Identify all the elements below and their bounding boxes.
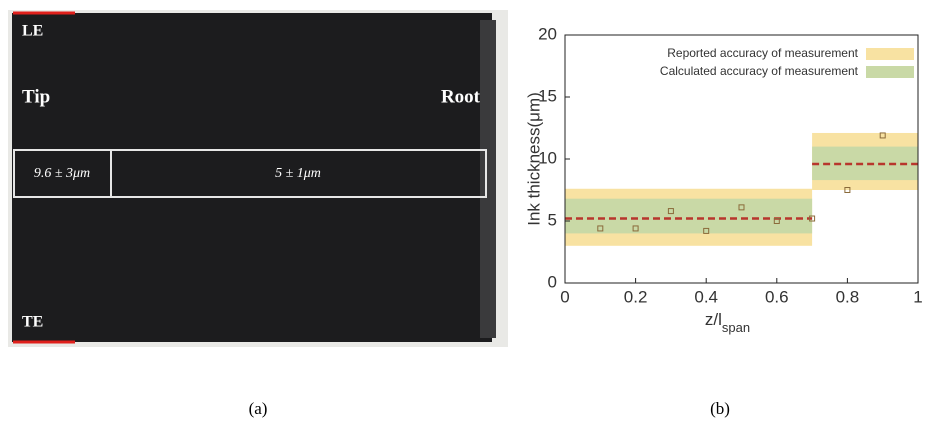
tip-label: Tip [22, 86, 50, 107]
cell: 9.6 ± 3μm [34, 166, 90, 181]
data-point [632, 225, 639, 232]
x-tick-label: 0.2 [624, 287, 648, 306]
data-point [667, 208, 674, 215]
y-tick-label: 20 [538, 24, 557, 43]
x-tick-label: 0 [560, 287, 569, 306]
y-tick-label: 5 [548, 210, 557, 229]
te-label: TE [22, 314, 43, 331]
data-point [773, 218, 780, 224]
caption: (a) [249, 399, 268, 418]
y-axis-label: Ink thickness(μm) [524, 92, 543, 226]
data-point [738, 204, 745, 211]
data-point [703, 227, 710, 234]
data-point [844, 187, 851, 193]
legend-swatch [866, 66, 914, 78]
root-label: Root [441, 86, 481, 107]
x-axis-label-sub: span [722, 320, 750, 335]
data-point [597, 225, 604, 232]
accuracy-band [565, 198, 813, 234]
photo: LE Tip Root TE 9.6 ± 3μm 5 ± 1μm [8, 10, 508, 347]
legend-label: Reported accuracy of measurement [667, 46, 858, 60]
le-label: LE [22, 23, 43, 40]
x-axis-label: z/lspan [705, 310, 750, 335]
table-box [13, 149, 487, 198]
x-tick-label: 0.8 [836, 287, 860, 306]
legend-swatch [866, 48, 914, 60]
blade-root [480, 20, 496, 338]
x-tick-label: 0.6 [765, 287, 789, 306]
x-axis-label-main: z/l [705, 310, 722, 329]
legend-label: Calculated accuracy of measurement [660, 64, 859, 78]
x-tick-label: 1 [913, 287, 922, 306]
chart: 0 5 10 15 20 0 0.2 0.4 0.6 0.8 1 Ink thickness(μm) z… [524, 24, 922, 335]
data-point [809, 215, 816, 222]
cell: 5 ± 1μm [275, 166, 321, 181]
y-tick-label: 10 [538, 148, 557, 167]
x-tick-label: 0.4 [694, 287, 718, 306]
blade [12, 13, 492, 342]
y-tick-label: 15 [538, 86, 557, 105]
data-point [879, 132, 886, 139]
caption: (b) [710, 399, 730, 418]
y-tick-label: 0 [548, 272, 557, 291]
